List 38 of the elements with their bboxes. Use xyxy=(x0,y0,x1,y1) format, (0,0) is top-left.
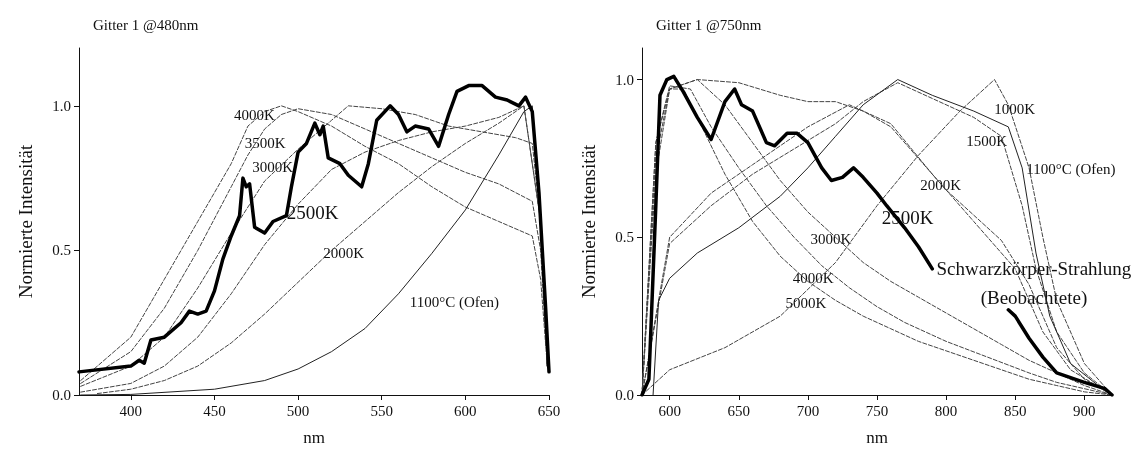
chart-title: Gitter 1 @750nm xyxy=(656,16,762,33)
series-label: 2500K xyxy=(286,202,339,224)
x-tick-label: 900 xyxy=(1073,402,1096,419)
x-tick-label: 850 xyxy=(1003,402,1027,419)
y-tick-label: 0.5 xyxy=(52,242,71,259)
x-tick-label: 800 xyxy=(934,402,958,419)
series-label: 1100°C (Ofen) xyxy=(409,294,499,312)
chart-title: Gitter 1 @480nm xyxy=(93,16,199,33)
series-label: 3000K xyxy=(810,231,852,248)
y-axis-title: Normierte Intensität xyxy=(578,144,599,299)
x-tick-label: 500 xyxy=(286,402,310,419)
y-tick-label: 1.0 xyxy=(615,71,634,88)
x-tick-label: 600 xyxy=(658,402,681,419)
x-tick-label: 450 xyxy=(203,402,226,419)
y-tick-label: 0.0 xyxy=(615,387,634,403)
series-label: 3000K xyxy=(252,159,294,176)
y-tick-label: 1.0 xyxy=(52,97,71,114)
x-tick-label: 650 xyxy=(727,402,751,419)
x-tick-label: 550 xyxy=(370,402,393,419)
y-tick-label: 0.0 xyxy=(52,387,71,403)
x-tick-label: 600 xyxy=(454,402,477,419)
series-label: 5000K xyxy=(785,295,827,312)
y-tick-label: 0.5 xyxy=(615,229,634,246)
x-axis-title: nm xyxy=(866,428,888,447)
y-axis-title: Normierte Intensität xyxy=(15,144,36,299)
series-label: 2000K xyxy=(323,244,365,261)
x-tick-label: 700 xyxy=(796,402,820,419)
x-tick-label: 400 xyxy=(119,402,143,419)
series-label: 1100°C (Ofen) xyxy=(1026,161,1116,179)
series-label: 2000K xyxy=(920,176,962,193)
series-label: 4000K xyxy=(792,269,834,286)
series-label: 3500K xyxy=(244,134,286,151)
series-label: 4000K xyxy=(233,106,275,123)
series-label: 1000K xyxy=(994,100,1036,117)
x-tick-label: 650 xyxy=(537,402,561,419)
series-label: 1500K xyxy=(966,132,1008,149)
x-tick-label: 750 xyxy=(865,402,889,419)
x-axis-title: nm xyxy=(303,428,325,447)
